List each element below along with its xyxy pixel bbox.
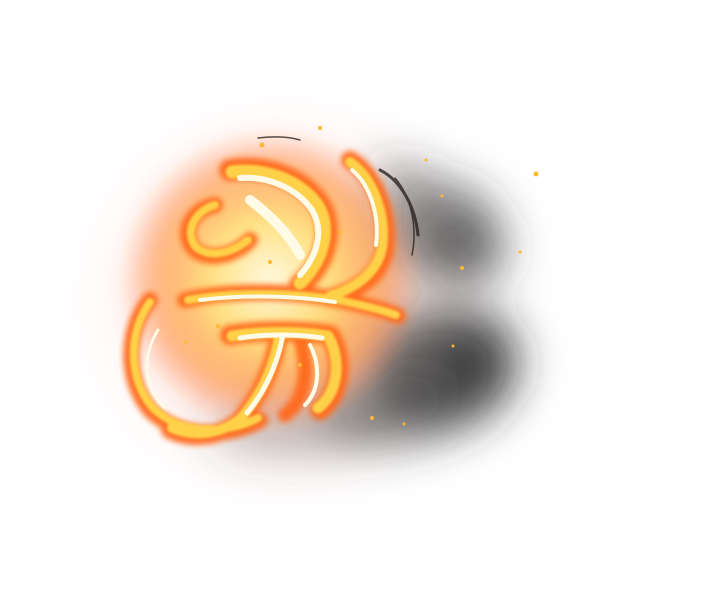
flame-core [145, 168, 379, 416]
ember-sparks [184, 126, 539, 426]
ink-brush-marks [257, 136, 420, 256]
flame-strokes-hot [129, 157, 400, 439]
